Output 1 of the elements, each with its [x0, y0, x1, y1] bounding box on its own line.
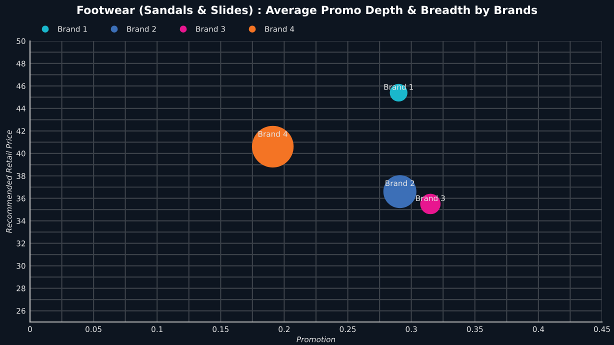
chart-title: Footwear (Sandals & Slides) : Average Promo Depth & Breadth by Brands	[77, 6, 538, 16]
